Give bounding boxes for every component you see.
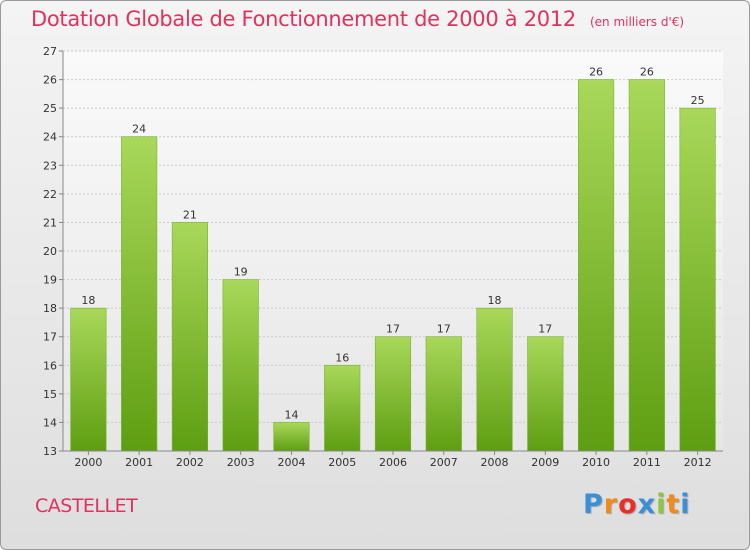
- bar-value-label: 21: [183, 208, 197, 221]
- logo-letter: x: [637, 489, 657, 520]
- bar-value-label: 26: [589, 66, 603, 79]
- bar-value-label: 25: [691, 94, 705, 107]
- x-tick-label: 2003: [227, 456, 255, 469]
- y-tick-label: 25: [43, 102, 57, 115]
- bar-value-label: 14: [284, 408, 298, 421]
- x-tick-label: 2000: [74, 456, 102, 469]
- y-tick-label: 24: [43, 131, 57, 144]
- bar: [222, 279, 259, 452]
- bar: [476, 307, 513, 452]
- logo-letter: P: [583, 489, 604, 520]
- bar-value-label: 16: [335, 351, 349, 364]
- bar: [324, 364, 361, 452]
- y-tick-label: 17: [43, 331, 57, 344]
- bar-series: 18 24 21 19 14 16 17 17 18 17 26 26 25: [70, 66, 716, 452]
- bar-value-label: 24: [132, 123, 146, 136]
- x-tick-label: 2001: [125, 456, 153, 469]
- bar: [121, 136, 158, 452]
- bar: [273, 422, 310, 452]
- x-tick-label: 2004: [277, 456, 305, 469]
- chart-title: Dotation Globale de Fonctionnement de 20…: [31, 7, 576, 31]
- x-tick-label: 2009: [531, 456, 559, 469]
- y-tick-label: 16: [43, 359, 57, 372]
- y-tick-label: 19: [43, 274, 57, 287]
- bar-value-label: 19: [234, 266, 248, 279]
- bar-value-label: 17: [538, 323, 552, 336]
- commune-name: CASTELLET: [35, 495, 138, 517]
- bar: [171, 222, 208, 452]
- x-axis: 2000 2001 2002 2003 2004 2005 2006 2007 2008 2009…: [63, 450, 723, 469]
- y-tick-label: 14: [43, 416, 57, 429]
- x-tick-label: 2007: [430, 456, 458, 469]
- bar-value-label: 26: [640, 66, 654, 79]
- y-tick-label: 26: [43, 74, 57, 87]
- x-tick-label: 2005: [328, 456, 356, 469]
- proxiti-logo[interactable]: Proxiti: [583, 489, 691, 520]
- y-tick-label: 22: [43, 188, 57, 201]
- y-tick-label: 27: [43, 45, 57, 58]
- bar: [70, 307, 107, 452]
- y-axis: 13 14 15 16 17 18 19 20 21 22 23 24 25 26 27: [43, 45, 64, 458]
- logo-letter: o: [618, 489, 638, 520]
- logo-letter: i: [656, 489, 667, 520]
- x-tick-label: 2008: [481, 456, 509, 469]
- x-tick-label: 2002: [176, 456, 204, 469]
- bar: [578, 79, 615, 452]
- y-tick-label: 15: [43, 388, 57, 401]
- bar-value-label: 18: [81, 294, 95, 307]
- y-tick-label: 13: [43, 445, 57, 458]
- chart-subtitle: (en milliers d'€): [589, 15, 685, 29]
- chart-title-block: Dotation Globale de Fonctionnement de 20…: [31, 7, 684, 31]
- bar-value-label: 17: [437, 323, 451, 336]
- bar-value-label: 18: [488, 294, 502, 307]
- logo-letter: i: [680, 489, 691, 520]
- bar: [679, 107, 716, 452]
- y-tick-label: 18: [43, 302, 57, 315]
- x-tick-label: 2012: [684, 456, 712, 469]
- bar: [425, 336, 462, 452]
- bar: [628, 79, 665, 452]
- x-tick-label: 2010: [582, 456, 610, 469]
- y-tick-label: 20: [43, 245, 57, 258]
- y-tick-label: 21: [43, 216, 57, 229]
- x-tick-label: 2011: [633, 456, 661, 469]
- logo-letter: t: [666, 489, 681, 520]
- bar: [374, 336, 412, 452]
- y-tick-label: 23: [43, 159, 57, 172]
- bar: [527, 336, 564, 452]
- bar-value-label: 17: [386, 323, 400, 336]
- logo-letter: r: [603, 489, 619, 520]
- x-tick-label: 2006: [379, 456, 407, 469]
